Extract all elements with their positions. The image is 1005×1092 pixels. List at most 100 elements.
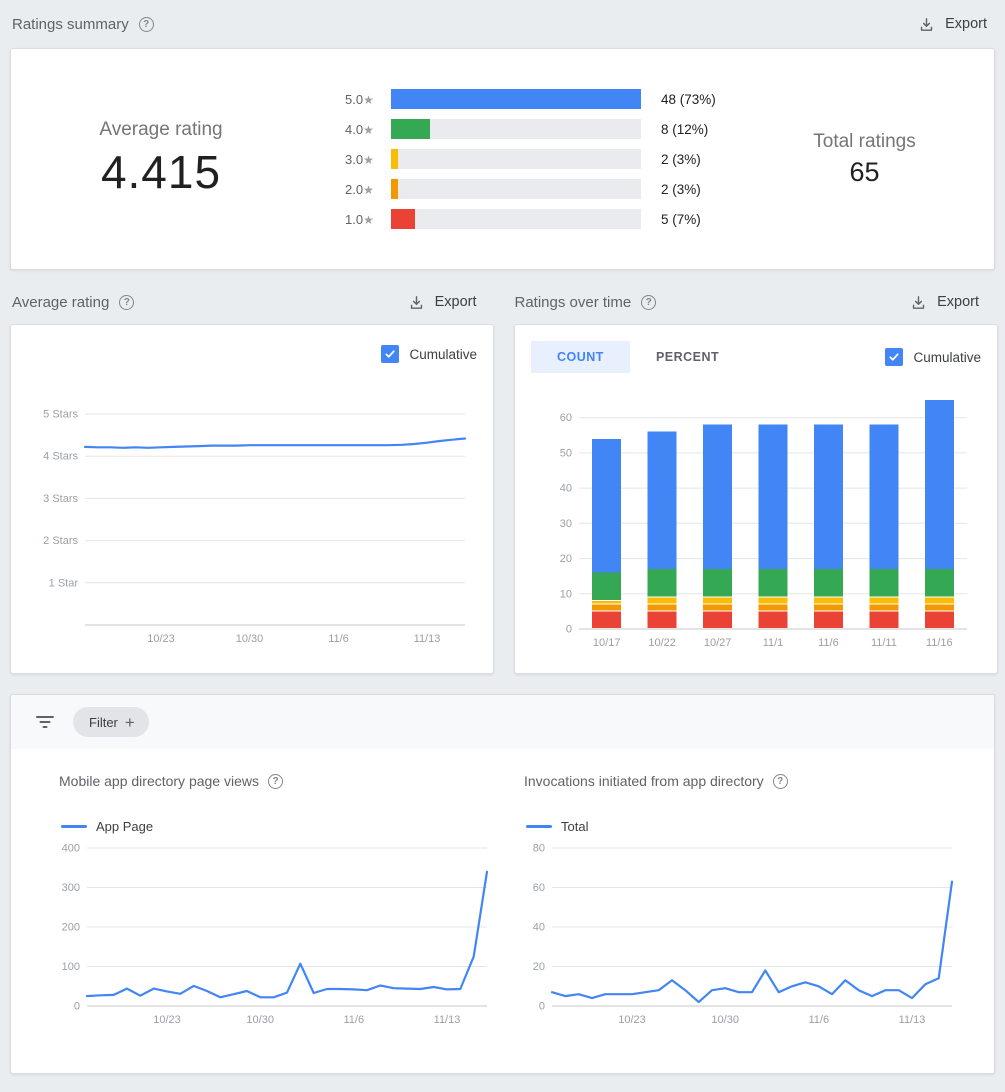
svg-text:300: 300 — [62, 882, 80, 894]
filter-label: Filter — [89, 714, 118, 730]
page-views-title: Mobile app directory page views — [59, 773, 259, 789]
ratings-summary-title: Ratings summary — [12, 15, 129, 33]
svg-text:10/23: 10/23 — [618, 1014, 646, 1026]
star-icon: ★ — [363, 152, 374, 167]
invocations-title: Invocations initiated from app directory — [524, 773, 764, 789]
page-views-panel: Mobile app directory page views ? App Pa… — [49, 773, 514, 1047]
rating-bar-fill — [391, 179, 398, 199]
rating-bar-fill — [391, 89, 641, 109]
rating-row-count: 2 (3%) — [661, 181, 701, 197]
ratings-over-time-controls: COUNT PERCENT Cumulative — [531, 341, 981, 373]
rating-row-label: 3.0★ — [345, 151, 374, 167]
svg-text:400: 400 — [62, 843, 80, 855]
rating-row-label: 2.0★ — [345, 181, 374, 197]
export-label: Export — [937, 294, 979, 310]
svg-text:80: 80 — [533, 843, 545, 855]
average-rating-header: Average rating ? Export — [10, 290, 493, 315]
rating-distribution-row: 2.0★ 2 (3%) — [345, 174, 735, 204]
svg-text:11/6: 11/6 — [809, 1014, 830, 1026]
filter-bar: Filter + — [11, 695, 994, 749]
rating-bar-fill — [391, 119, 430, 139]
svg-text:10: 10 — [560, 588, 572, 600]
help-icon[interactable]: ? — [268, 773, 283, 789]
svg-text:11/6: 11/6 — [328, 633, 349, 645]
ratings-summary-card: Average rating 4.415 5.0★ 48 (73%) 4.0★ 8 (… — [10, 48, 995, 270]
legend-line-icon — [61, 825, 87, 828]
svg-text:20: 20 — [533, 961, 545, 973]
rating-bar-track — [391, 119, 641, 139]
export-ratings-over-time-button[interactable]: Export — [902, 290, 987, 315]
cumulative-label: Cumulative — [913, 349, 981, 365]
star-icon: ★ — [363, 212, 374, 227]
svg-text:1 Star: 1 Star — [49, 577, 79, 589]
rating-row-count: 2 (3%) — [661, 151, 701, 167]
average-rating-section-title: Average rating — [12, 293, 110, 311]
bottom-charts: Mobile app directory page views ? App Pa… — [11, 749, 994, 1047]
svg-text:60: 60 — [533, 882, 545, 894]
svg-text:10/27: 10/27 — [704, 637, 732, 649]
download-icon — [918, 16, 935, 33]
star-icon: ★ — [363, 122, 374, 137]
add-filter-button[interactable]: Filter + — [73, 707, 149, 737]
svg-text:11/13: 11/13 — [899, 1014, 926, 1026]
svg-text:0: 0 — [539, 1001, 545, 1013]
average-rating-card: Cumulative 5 Stars 4 Stars 3 Stars 2 Stars 1… — [10, 324, 494, 674]
legend-label: Total — [561, 819, 589, 834]
rating-bar-fill — [391, 149, 398, 169]
svg-text:10/23: 10/23 — [147, 633, 175, 645]
page-views-chart: 0 100 200 300 400 10/23 10/30 11/6 11/13 — [49, 840, 514, 1047]
svg-text:60: 60 — [560, 412, 572, 424]
ratings-over-time-section-title: Ratings over time — [514, 293, 632, 311]
filter-list-icon[interactable] — [35, 714, 55, 730]
help-icon[interactable]: ? — [641, 294, 657, 310]
rating-bar-track — [391, 209, 641, 229]
svg-text:11/11: 11/11 — [871, 637, 897, 649]
rating-distribution-row: 1.0★ 5 (7%) — [345, 204, 735, 234]
average-rating-label: Average rating — [99, 119, 223, 140]
export-label: Export — [945, 16, 987, 32]
cumulative-label: Cumulative — [409, 346, 477, 362]
download-icon — [910, 294, 927, 311]
total-ratings-label: Total ratings — [813, 130, 916, 152]
export-ratings-summary-button[interactable]: Export — [910, 12, 995, 37]
svg-text:0: 0 — [566, 624, 572, 636]
rating-row-count: 8 (12%) — [661, 121, 709, 137]
total-ratings-block: Total ratings 65 — [735, 131, 994, 188]
svg-text:3 Stars: 3 Stars — [43, 493, 78, 505]
help-icon[interactable]: ? — [772, 773, 788, 789]
cumulative-checkbox[interactable]: Cumulative — [381, 345, 477, 363]
svg-text:10/30: 10/30 — [236, 633, 264, 645]
invocations-legend: Total — [526, 819, 979, 834]
svg-text:10/17: 10/17 — [593, 637, 621, 649]
rating-distribution: 5.0★ 48 (73%) 4.0★ 8 (12%) 3.0★ 2 (3%) 2.0★ 2 (… — [345, 84, 735, 234]
tab-percent[interactable]: PERCENT — [655, 350, 720, 364]
svg-text:50: 50 — [560, 447, 572, 459]
help-icon[interactable]: ? — [119, 294, 135, 310]
average-rating-block: Average rating 4.415 — [11, 119, 311, 199]
ratings-over-time-chart: 0 10 20 30 40 50 60 10/17 10/22 10/27 11/1 11/6 11/1… — [531, 377, 981, 674]
rating-bar-fill — [391, 209, 415, 229]
svg-text:11/6: 11/6 — [818, 637, 839, 649]
svg-text:11/13: 11/13 — [434, 1014, 461, 1026]
ratings-summary-header-left: Ratings summary ? — [10, 16, 154, 33]
export-average-rating-button[interactable]: Export — [400, 290, 485, 315]
svg-text:30: 30 — [560, 518, 572, 530]
tab-count[interactable]: COUNT — [531, 341, 630, 373]
middle-headers: Average rating ? Export Ratings over tim… — [10, 280, 995, 324]
svg-text:200: 200 — [62, 922, 80, 934]
help-icon[interactable]: ? — [138, 16, 154, 32]
plus-icon: + — [124, 712, 135, 732]
export-label: Export — [434, 294, 477, 310]
svg-text:11/16: 11/16 — [926, 637, 953, 649]
svg-text:4 Stars: 4 Stars — [43, 451, 78, 463]
svg-text:10/22: 10/22 — [648, 637, 676, 649]
cumulative-checkbox[interactable]: Cumulative — [885, 348, 981, 366]
svg-text:0: 0 — [74, 1001, 80, 1013]
rating-distribution-row: 3.0★ 2 (3%) — [345, 144, 735, 174]
invocations-chart: 0 20 40 60 80 10/23 10/30 11/6 11/13 — [514, 840, 979, 1047]
directory-analytics-card: Filter + Mobile app directory page views… — [10, 694, 995, 1074]
cumulative-row: Cumulative — [27, 339, 477, 369]
svg-text:10/23: 10/23 — [153, 1014, 181, 1026]
checkbox-checked-icon — [381, 345, 400, 363]
